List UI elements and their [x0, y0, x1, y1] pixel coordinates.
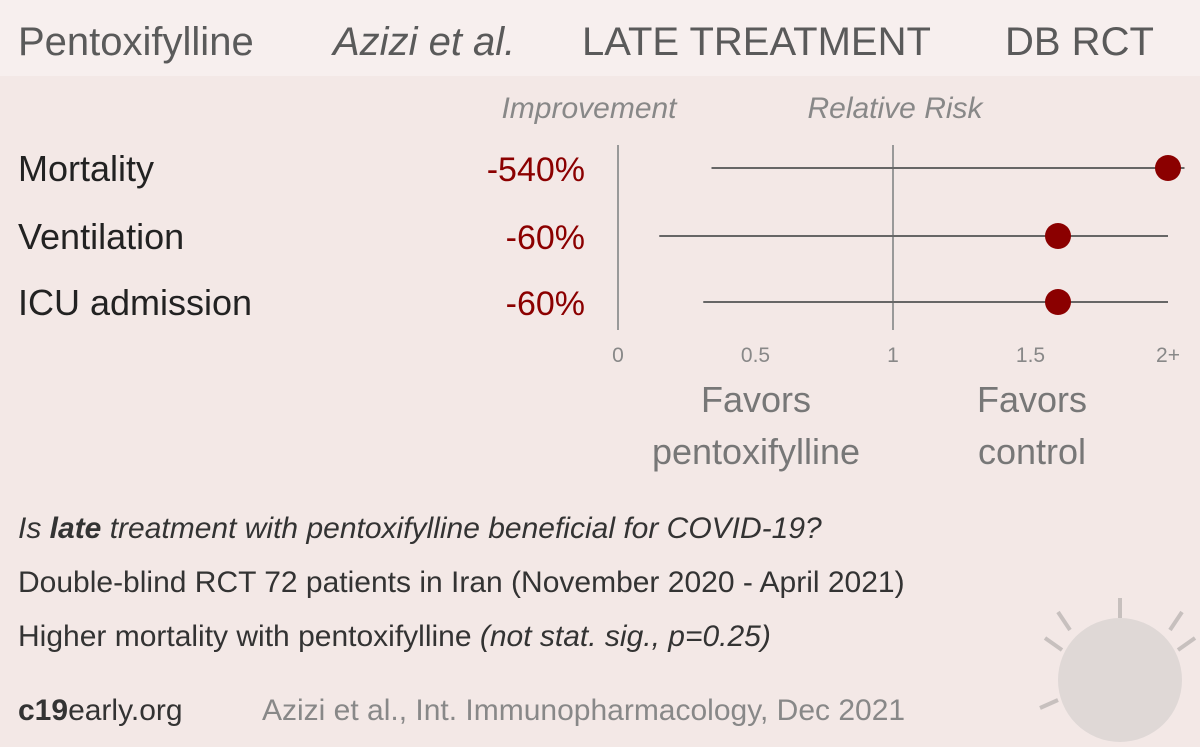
design: DB RCT	[1005, 20, 1154, 64]
x-tick-label: 0	[612, 344, 624, 367]
virus-icon	[1039, 598, 1197, 742]
point-estimate	[1155, 155, 1181, 181]
result-text: Higher mortality with pentoxifylline	[18, 620, 480, 653]
question-text: Is	[18, 512, 50, 545]
brand-rest: early.org	[68, 694, 183, 727]
favors-label: Favors	[977, 379, 1087, 420]
citation: Azizi et al., Int. Immunopharmacology, D…	[262, 694, 905, 727]
favors-label: Favors	[701, 379, 811, 420]
drug-name: Pentoxifylline	[18, 20, 254, 64]
result-note: (not stat. sig., p=0.25)	[480, 620, 771, 653]
question-text: treatment with pentoxifylline beneficial…	[101, 512, 822, 545]
timing: LATE TREATMENT	[582, 20, 931, 64]
header-band	[0, 0, 1200, 76]
column-title: Improvement	[501, 92, 678, 125]
header: Pentoxifylline Azizi et al. LATE TREATME…	[18, 20, 1154, 64]
point-estimate	[1045, 289, 1071, 315]
improvement-label: -60%	[506, 219, 585, 257]
forest-plot: Improvement Relative Risk 0 0.5 1 1.5 2+ Mortal…	[18, 92, 1185, 472]
improvement-label: -60%	[506, 285, 585, 323]
x-tick-label: 1	[887, 344, 899, 367]
improvement-label: -540%	[487, 151, 585, 189]
favors-label: control	[978, 431, 1086, 472]
question-emphasis: late	[50, 512, 102, 545]
brand-bold: c19	[18, 694, 68, 727]
outcome-label: ICU admission	[18, 282, 252, 323]
brand: c19early.org	[18, 694, 183, 727]
point-estimate	[1045, 223, 1071, 249]
footer: c19early.org Azizi et al., Int. Immunoph…	[18, 694, 905, 727]
summary: Is late treatment with pentoxifylline be…	[18, 512, 905, 653]
design-line: Double-blind RCT 72 patients in Iran (No…	[18, 566, 905, 599]
x-tick-label: 1.5	[1016, 344, 1045, 367]
study-name: Azizi et al.	[331, 20, 515, 64]
result-line: Higher mortality with pentoxifylline (no…	[18, 620, 771, 653]
x-tick-label: 0.5	[741, 344, 770, 367]
x-tick-label: 2+	[1156, 344, 1180, 367]
outcome-label: Mortality	[18, 148, 154, 189]
column-title: Relative Risk	[807, 92, 984, 125]
outcome-label: Ventilation	[18, 216, 184, 257]
question: Is late treatment with pentoxifylline be…	[18, 512, 822, 545]
favors-label: pentoxifylline	[652, 431, 860, 472]
